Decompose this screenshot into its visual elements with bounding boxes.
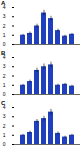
svg-text:4: 4 [2,54,6,61]
svg-text:1: 1 [3,132,6,138]
svg-text:2: 2 [3,23,6,29]
svg-text:2: 2 [3,123,6,129]
svg-text:0: 0 [3,141,6,147]
svg-text:3: 3 [3,13,6,19]
svg-text:2: 2 [3,73,6,79]
svg-text:4: 4 [2,104,6,111]
html-text:B: B [1,50,6,56]
svg-text:1: 1 [3,82,6,88]
html-text:C: C [1,100,6,106]
svg-text:4: 4 [2,4,6,11]
svg-text:3: 3 [3,113,6,119]
svg-text:1: 1 [3,32,6,38]
svg-text:3: 3 [3,63,6,69]
svg-text:0: 0 [3,91,6,97]
svg-text:0: 0 [3,41,6,47]
html-text:A: A [1,0,6,6]
